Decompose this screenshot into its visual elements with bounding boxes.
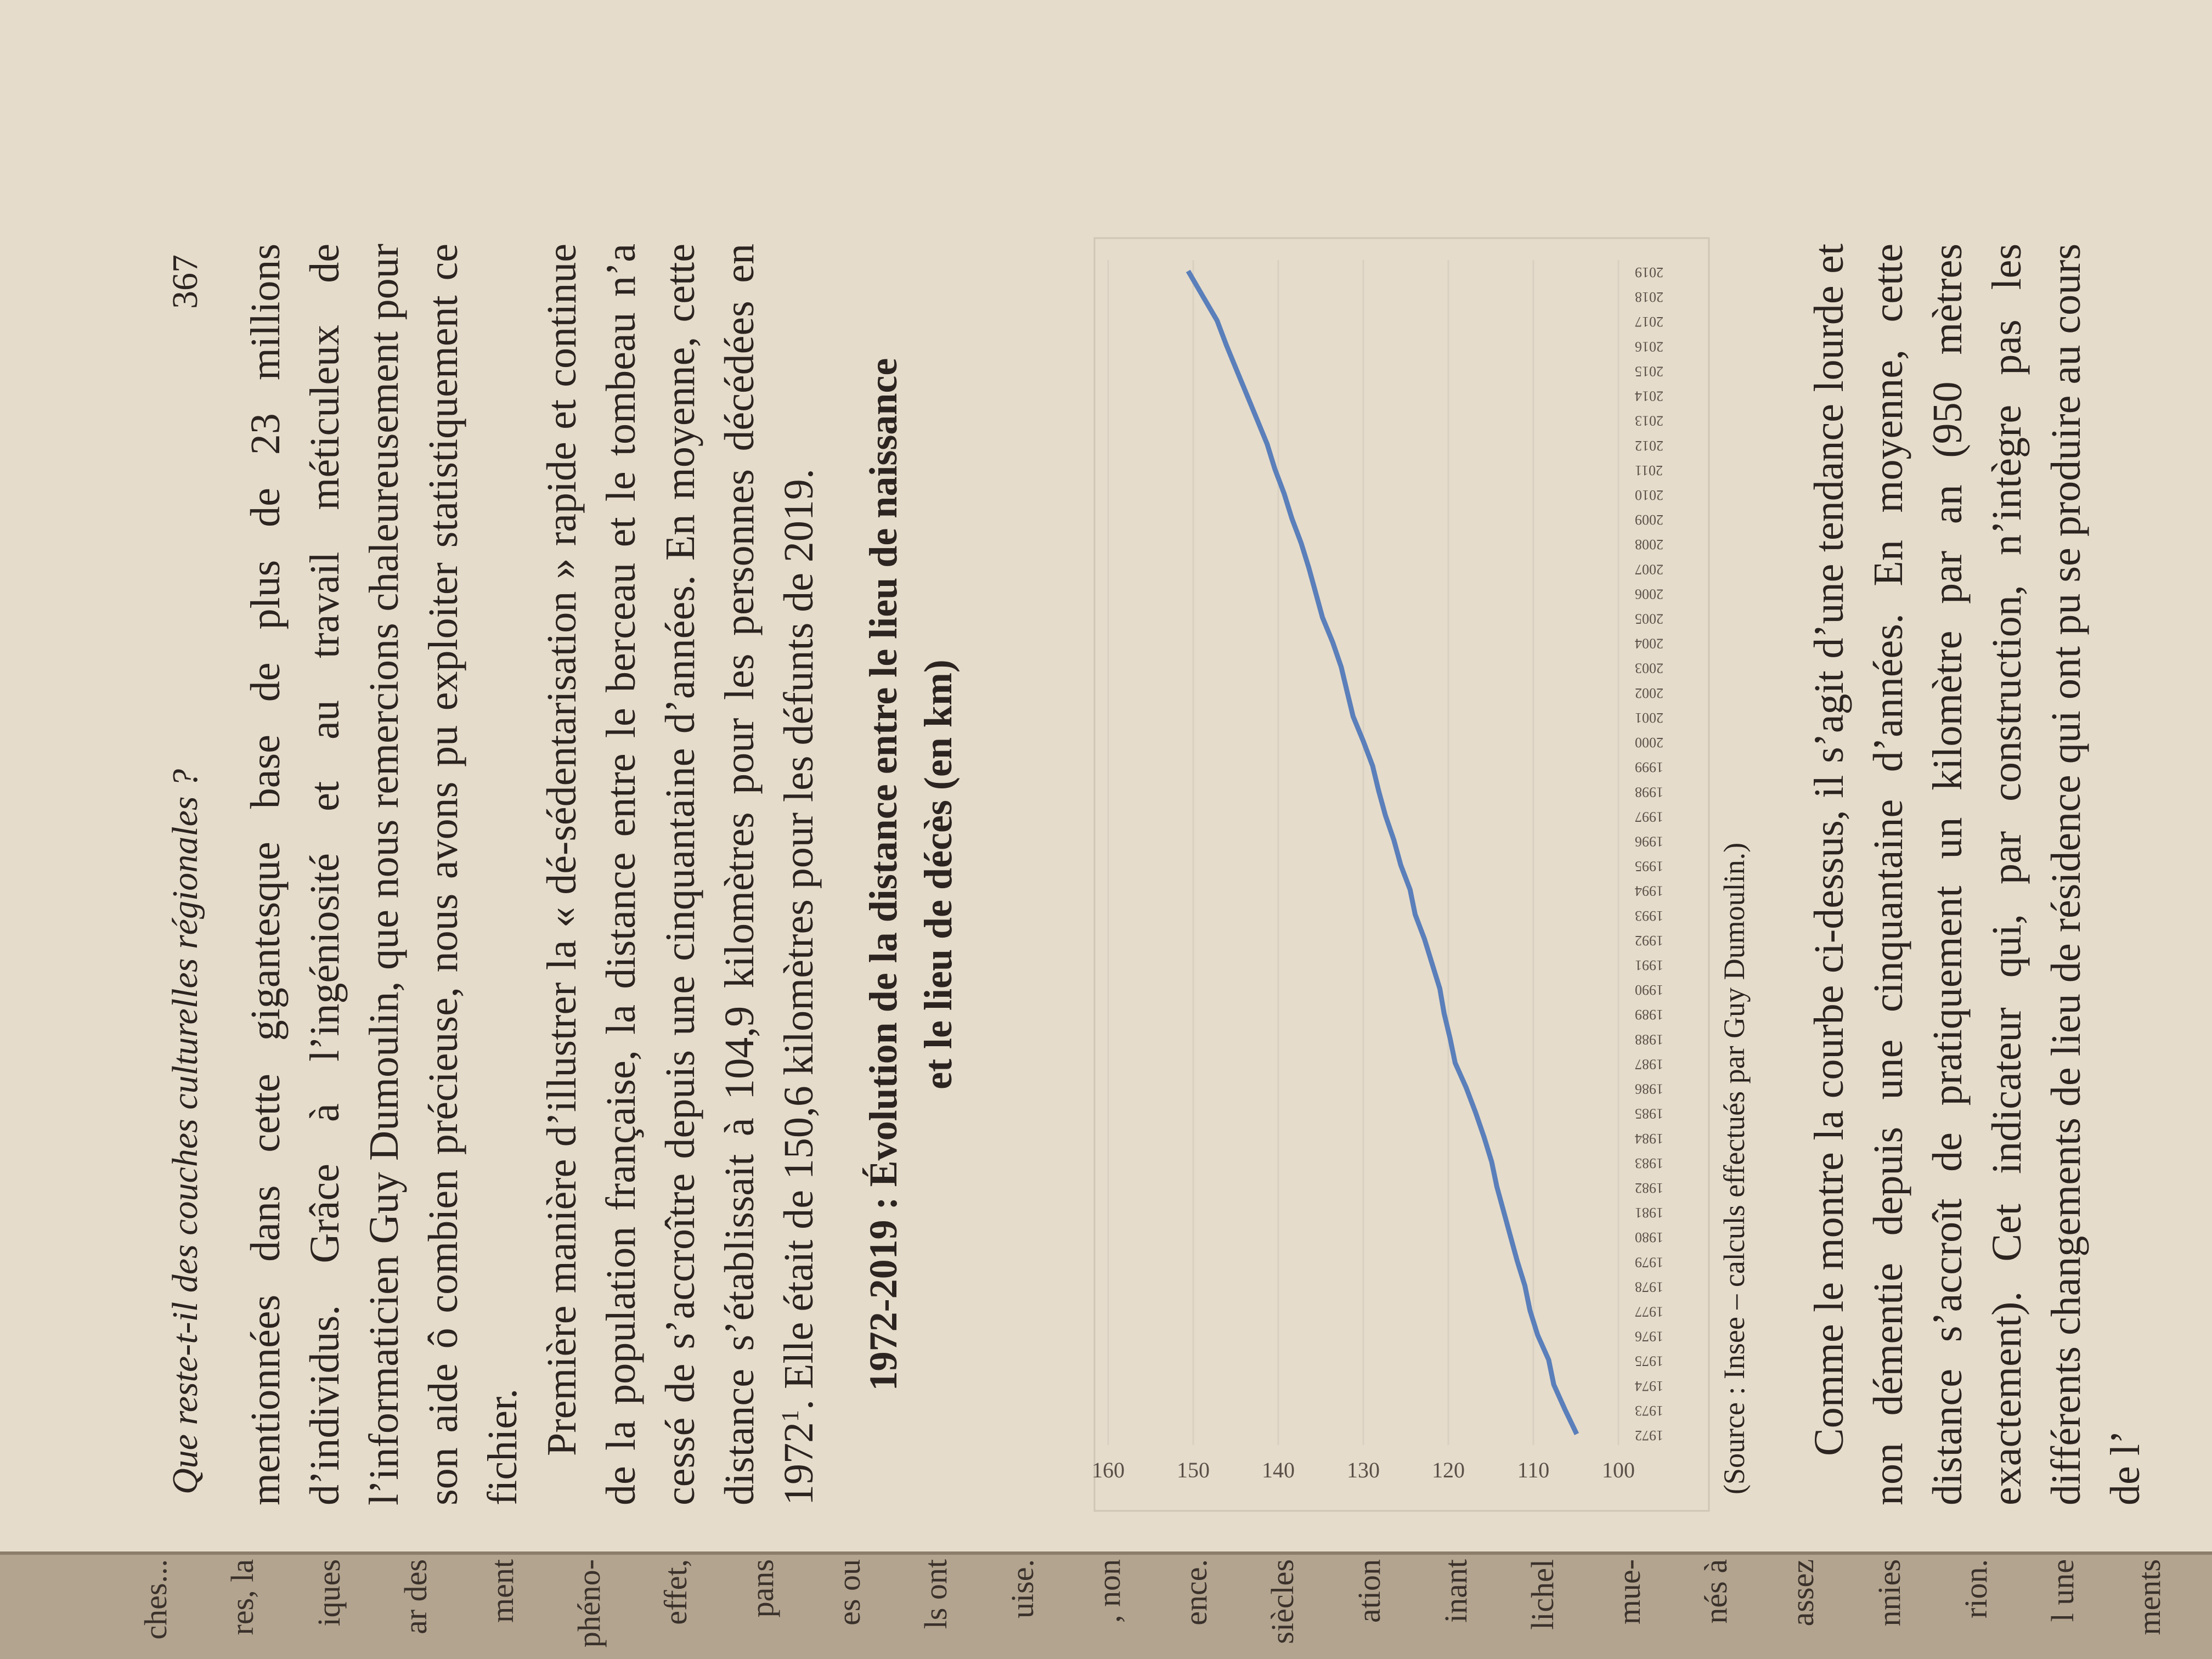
x-tick-label: 2004 bbox=[1635, 636, 1663, 652]
page-number: 367 bbox=[165, 255, 205, 309]
x-tick-label: 2010 bbox=[1635, 487, 1663, 503]
facing-text-fragment: nnies bbox=[1871, 1559, 1907, 1627]
facing-text-fragment: ls ont bbox=[918, 1559, 953, 1629]
facing-text-fragment: l une bbox=[2045, 1559, 2080, 1622]
x-tick-label: 1992 bbox=[1635, 933, 1663, 949]
footnote-mark: 1 bbox=[776, 1410, 804, 1422]
facing-text-fragment: ches... bbox=[138, 1559, 173, 1640]
x-tick-label: 1988 bbox=[1635, 1031, 1663, 1047]
x-tick-label: 2016 bbox=[1635, 338, 1663, 354]
running-title: Que reste-t-il des couches culturelles r… bbox=[165, 769, 205, 1494]
source-note: (Source : Insee – calculs effectués par … bbox=[1718, 842, 1751, 1494]
facing-text-fragment: uise. bbox=[1005, 1559, 1040, 1618]
facing-text-fragment: ation bbox=[1351, 1559, 1387, 1623]
x-tick-label: 2012 bbox=[1635, 438, 1663, 454]
paragraph: Première manière d’illustrer la « dé-séd… bbox=[532, 244, 828, 1505]
facing-text-fragment: ar des bbox=[398, 1559, 433, 1634]
x-tick-label: 1984 bbox=[1635, 1131, 1663, 1147]
paragraph: mentionnées dans cette gigantesque base … bbox=[242, 244, 526, 1505]
chart: 100 110 120 130 140 150 160 1972 1973 1974 1975 197… bbox=[1092, 237, 1710, 1512]
facing-text-fragment: ment bbox=[484, 1559, 520, 1623]
x-tick-label: 1975 bbox=[1635, 1353, 1663, 1369]
facing-text-fragment: mue- bbox=[1611, 1559, 1647, 1625]
x-tick-label: 1980 bbox=[1635, 1229, 1663, 1245]
facing-text-fragment: pans bbox=[744, 1559, 780, 1618]
x-tick-label: 1978 bbox=[1635, 1279, 1663, 1295]
x-tick-label: 2019 bbox=[1635, 264, 1663, 280]
facing-text-fragment: effet, bbox=[658, 1559, 693, 1625]
facing-text-fragment: ence. bbox=[1178, 1559, 1214, 1626]
y-tick-label: 110 bbox=[1517, 1458, 1550, 1482]
facing-text-fragment: nés à bbox=[1698, 1559, 1734, 1624]
body-text: mentionnées dans cette gigantesque base … bbox=[236, 244, 828, 1505]
x-tick-label: 1974 bbox=[1635, 1378, 1663, 1394]
facing-text-fragment: lichel bbox=[1525, 1559, 1560, 1630]
x-tick-label: 1987 bbox=[1635, 1056, 1663, 1072]
facing-page: ches... res, la iques ar des ment phéno-effet… bbox=[0, 1551, 2212, 1659]
facing-text-fragment: , non bbox=[1091, 1559, 1127, 1623]
x-tick-label: 1999 bbox=[1635, 759, 1663, 775]
x-tick-label: 1985 bbox=[1635, 1106, 1663, 1122]
facing-text-fragment: es ou bbox=[831, 1559, 867, 1626]
plot-frame bbox=[1093, 237, 1710, 1512]
x-tick-label: 2008 bbox=[1635, 537, 1663, 552]
x-tick-label: 1979 bbox=[1635, 1254, 1663, 1270]
y-tick-label: 130 bbox=[1347, 1458, 1380, 1482]
x-tick-label: 2018 bbox=[1635, 289, 1663, 305]
x-tick-label: 1990 bbox=[1635, 982, 1663, 998]
x-tick-label: 1981 bbox=[1635, 1205, 1663, 1221]
x-tick-label: 1997 bbox=[1635, 809, 1663, 825]
chart-title: 1972-2019 : Évolution de la distance ent… bbox=[861, 358, 960, 1391]
x-tick-label: 2007 bbox=[1635, 561, 1663, 577]
facing-text-fragment: siècles bbox=[1265, 1559, 1300, 1644]
x-tick-label: 1994 bbox=[1635, 883, 1663, 899]
facing-text-fragment: assez bbox=[1785, 1559, 1820, 1627]
x-tick-label: 1977 bbox=[1635, 1304, 1663, 1319]
x-tick-label: 2006 bbox=[1635, 586, 1663, 602]
x-tick-label: 2001 bbox=[1635, 710, 1663, 726]
paragraph-text: . Elle était de 150,6 kilomètres pour le… bbox=[776, 469, 822, 1410]
y-tick-label: 150 bbox=[1177, 1458, 1210, 1482]
x-tick-label: 1972 bbox=[1635, 1427, 1663, 1443]
running-header: Que reste-t-il des couches culturelles r… bbox=[165, 255, 206, 1494]
x-tick-label: 2011 bbox=[1635, 462, 1663, 478]
facing-text-fragment: res, la bbox=[224, 1559, 260, 1635]
y-tick-label: 140 bbox=[1262, 1458, 1295, 1482]
x-tick-label: 2015 bbox=[1635, 363, 1663, 379]
x-tick-label: 1989 bbox=[1635, 1007, 1663, 1023]
x-tick-label: 2017 bbox=[1635, 314, 1663, 330]
x-tick-label: 2013 bbox=[1635, 413, 1663, 429]
facing-text-fragment: phéno- bbox=[571, 1559, 607, 1648]
x-tick-label: 1976 bbox=[1635, 1329, 1663, 1345]
x-tick-label: 1996 bbox=[1635, 833, 1663, 849]
x-tick-label: 1993 bbox=[1635, 908, 1663, 924]
x-tick-label: 2014 bbox=[1635, 388, 1663, 404]
x-tick-label: 2003 bbox=[1635, 661, 1663, 676]
facing-text-fragment: ments bbox=[2131, 1559, 2167, 1635]
x-tick-label: 2009 bbox=[1635, 512, 1663, 528]
y-tick-label: 160 bbox=[1092, 1458, 1125, 1482]
x-tick-label: 1991 bbox=[1635, 957, 1663, 973]
x-tick-label: 1982 bbox=[1635, 1180, 1663, 1196]
x-tick-label: 1995 bbox=[1635, 859, 1663, 874]
facing-text-fragment: iques bbox=[311, 1559, 347, 1627]
facing-text-fragment: rion. bbox=[1958, 1559, 1994, 1618]
x-tick-label: 1973 bbox=[1635, 1403, 1663, 1419]
x-tick-label: 2000 bbox=[1635, 735, 1663, 751]
y-tick-label: 120 bbox=[1432, 1458, 1465, 1482]
x-tick-label: 1983 bbox=[1635, 1155, 1663, 1171]
y-tick-label: 100 bbox=[1602, 1458, 1635, 1482]
x-tick-label: 2005 bbox=[1635, 611, 1663, 627]
x-tick-label: 2002 bbox=[1635, 685, 1663, 701]
paragraph: Comme le montre la courbe ci-dessus, il … bbox=[1806, 244, 2148, 1505]
x-tick-label: 1986 bbox=[1635, 1081, 1663, 1097]
facing-text-fragment: inant bbox=[1438, 1559, 1474, 1623]
data-line bbox=[1186, 269, 1579, 1435]
x-tick-label: 1998 bbox=[1635, 784, 1663, 800]
